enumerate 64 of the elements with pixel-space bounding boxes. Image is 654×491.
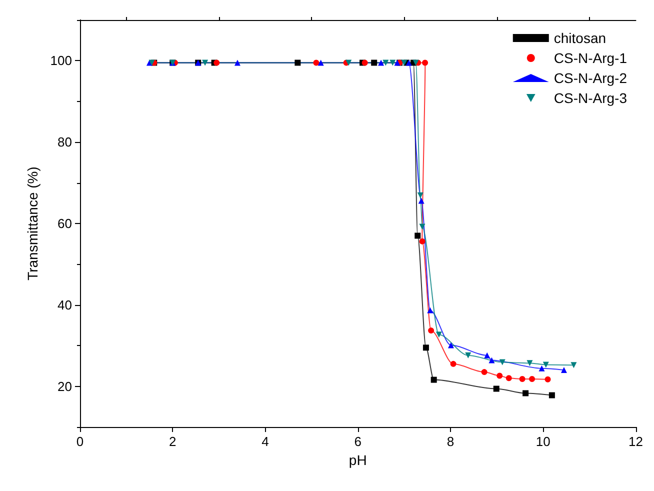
- point: [448, 342, 454, 348]
- point: [401, 60, 408, 66]
- y-tick-label: 100: [50, 53, 72, 68]
- point: [419, 238, 426, 244]
- x-tick-label: 8: [446, 434, 454, 449]
- point: [542, 362, 549, 368]
- point: [202, 60, 208, 66]
- point: [234, 60, 240, 66]
- point: [450, 360, 456, 367]
- point: [544, 376, 551, 382]
- point: [313, 60, 320, 66]
- point: [538, 365, 545, 372]
- point: [484, 352, 490, 358]
- point: [436, 332, 442, 338]
- point: [529, 376, 536, 382]
- point: [318, 60, 324, 66]
- legend-label: chitosan: [554, 30, 606, 46]
- point: [499, 359, 506, 366]
- point: [493, 386, 500, 392]
- legend-label: CS-N-Arg-3: [554, 90, 628, 106]
- point: [419, 224, 426, 230]
- point: [519, 376, 526, 382]
- point: [294, 60, 301, 66]
- point: [390, 60, 396, 66]
- point: [496, 372, 503, 379]
- point: [465, 352, 472, 358]
- point: [394, 60, 400, 66]
- x-tick-label: 10: [536, 434, 550, 449]
- point: [422, 60, 428, 66]
- point: [481, 369, 488, 376]
- point: [148, 60, 155, 66]
- x-tick-label: 4: [262, 434, 269, 449]
- point: [560, 367, 567, 374]
- y-tick-label: 40: [58, 297, 72, 312]
- point: [417, 192, 424, 198]
- point: [506, 375, 512, 382]
- point: [346, 60, 352, 66]
- x-tick-label: 6: [354, 434, 362, 449]
- point: [382, 60, 389, 66]
- point: [488, 357, 495, 364]
- legend-label: CS-N-Arg-1: [554, 50, 628, 66]
- point: [548, 392, 555, 398]
- y-tick-label: 80: [58, 134, 72, 150]
- point: [430, 376, 437, 383]
- point: [526, 360, 533, 366]
- point: [427, 307, 434, 314]
- point: [570, 362, 577, 368]
- x-tick-label: 0: [76, 434, 84, 449]
- x-tick-label: 12: [628, 434, 644, 449]
- point: [371, 60, 378, 66]
- point: [422, 344, 429, 351]
- point: [522, 390, 529, 396]
- legend-label: CS-N-Arg-2: [554, 70, 628, 86]
- x-axis-title: pH: [348, 452, 367, 468]
- y-axis-title: Transmittance (%): [24, 166, 40, 280]
- point: [378, 60, 384, 66]
- point: [428, 328, 434, 334]
- point: [412, 60, 419, 66]
- y-tick-label: 20: [58, 378, 72, 394]
- x-tick-label: 2: [169, 434, 176, 449]
- point: [214, 60, 220, 66]
- point: [418, 198, 424, 204]
- y-tick-label: 60: [58, 216, 72, 231]
- point: [414, 232, 421, 239]
